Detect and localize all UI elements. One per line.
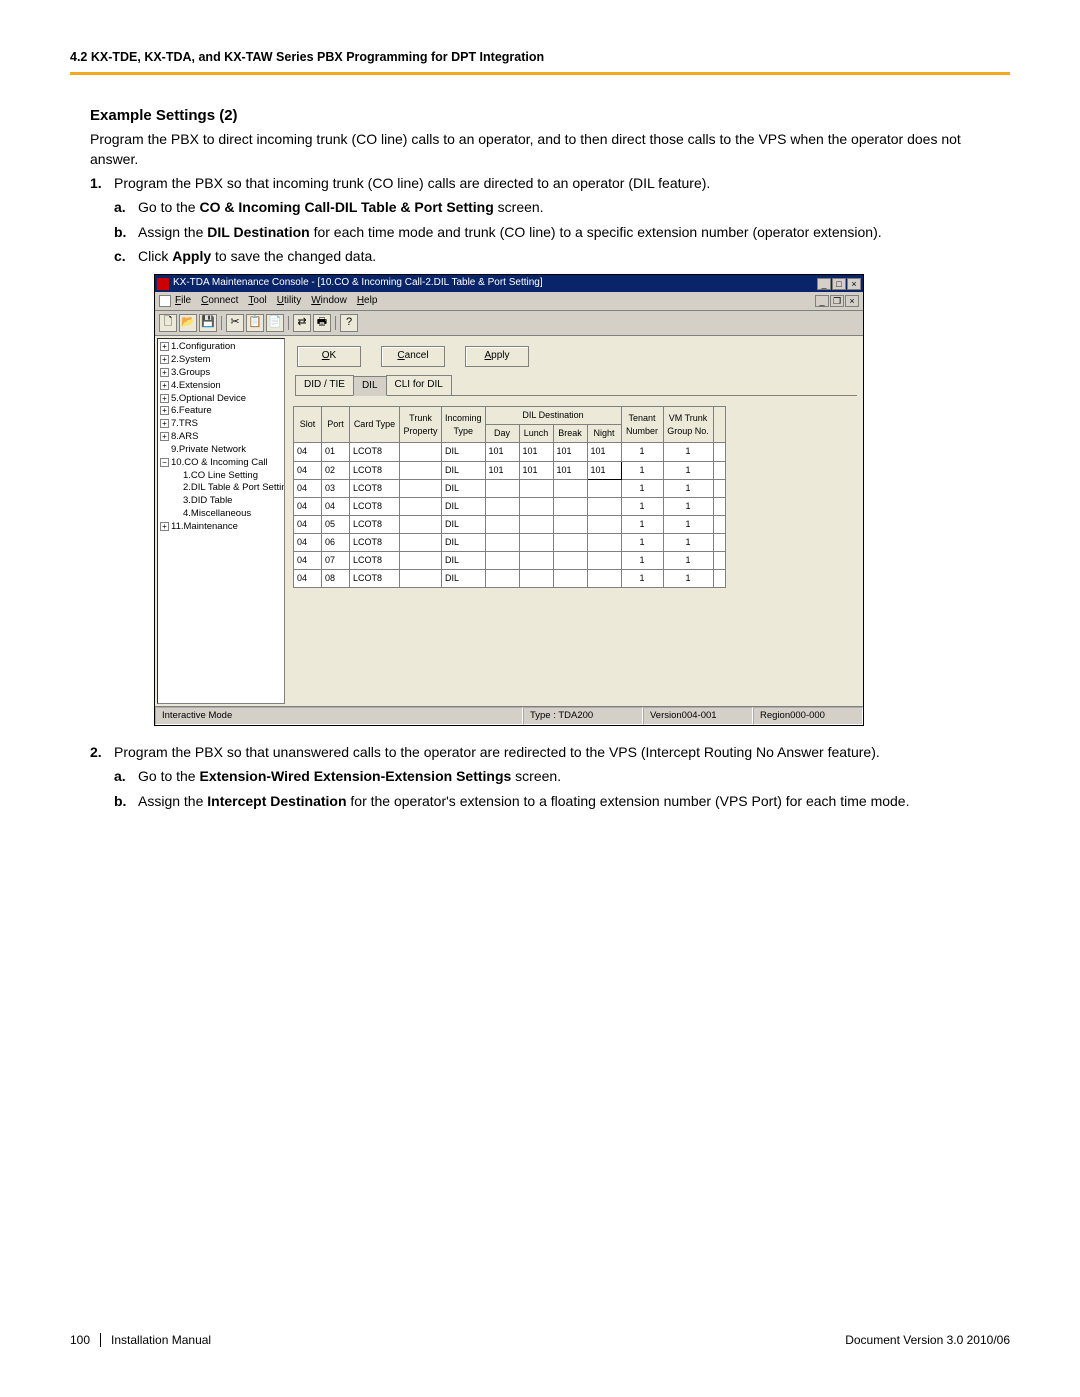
tree-1-configuration[interactable]: +1.Configuration: [160, 341, 282, 354]
table-row[interactable]: 0401LCOT8DIL10110110110111: [294, 443, 726, 461]
app-icon: [157, 278, 169, 290]
print-icon[interactable]: 🖶: [313, 314, 331, 332]
header-rule: [70, 72, 1010, 75]
mdi-restore-button[interactable]: ❐: [830, 295, 844, 307]
tree-3-did-table[interactable]: 3.DID Table: [160, 495, 282, 508]
page-footer: 100 Installation Manual Document Version…: [70, 1333, 1010, 1347]
menu-utility[interactable]: Utility: [277, 294, 301, 309]
save-icon[interactable]: 💾: [199, 314, 217, 332]
tree-5-optional-device[interactable]: +5.Optional Device: [160, 393, 282, 406]
tab-row: DID / TIEDILCLI for DIL: [295, 375, 857, 397]
menu-window[interactable]: Window: [311, 294, 347, 309]
step1-text: Program the PBX so that incoming trunk (…: [114, 175, 710, 191]
tree-6-feature[interactable]: +6.Feature: [160, 405, 282, 418]
step1c: c. Click Apply to save the changed data.: [114, 246, 990, 266]
tree-4-extension[interactable]: +4.Extension: [160, 380, 282, 393]
tab-cli-for-dil[interactable]: CLI for DIL: [386, 375, 452, 396]
toolbar: 🗋 📂 💾 ✂ 📋 📄 ⇄ 🖶 ?: [155, 311, 863, 336]
step-2: 2. Program the PBX so that unanswered ca…: [90, 742, 990, 815]
cancel-button[interactable]: Cancel: [381, 346, 445, 367]
dil-table[interactable]: SlotPortCard TypeTrunk PropertyIncoming …: [293, 406, 726, 587]
main-pane: OK Cancel Apply DID / TIEDILCLI for DIL …: [287, 336, 863, 706]
ok-button[interactable]: OK: [297, 346, 361, 367]
statusbar: Interactive Mode Type : TDA200 Version00…: [155, 706, 863, 725]
tree-11-maintenance[interactable]: +11.Maintenance: [160, 521, 282, 534]
table-row[interactable]: 0403LCOT8DIL11: [294, 479, 726, 497]
mdi-close-button[interactable]: ×: [845, 295, 859, 307]
table-row[interactable]: 0404LCOT8DIL11: [294, 497, 726, 515]
tree-2-dil-table-port-setting[interactable]: 2.DIL Table & Port Setting: [160, 482, 282, 495]
table-row[interactable]: 0408LCOT8DIL11: [294, 569, 726, 587]
menu-connect[interactable]: Connect: [201, 294, 238, 309]
maximize-button[interactable]: □: [832, 278, 846, 290]
page-number: 100: [70, 1333, 101, 1347]
page-header: 4.2 KX-TDE, KX-TDA, and KX-TAW Series PB…: [70, 50, 1010, 72]
tree-7-trs[interactable]: +7.TRS: [160, 418, 282, 431]
close-button[interactable]: ×: [847, 278, 861, 290]
nav-tree[interactable]: +1.Configuration+2.System+3.Groups+4.Ext…: [157, 338, 285, 704]
table-row[interactable]: 0405LCOT8DIL11: [294, 515, 726, 533]
connect-icon[interactable]: ⇄: [293, 314, 311, 332]
table-row[interactable]: 0406LCOT8DIL11: [294, 533, 726, 551]
manual-name: Installation Manual: [111, 1333, 211, 1347]
minimize-button[interactable]: _: [817, 278, 831, 290]
menu-tool[interactable]: Tool: [248, 294, 266, 309]
help-icon[interactable]: ?: [340, 314, 358, 332]
step2-text: Program the PBX so that unanswered calls…: [114, 744, 880, 760]
mdi-doc-icon: [159, 295, 171, 307]
step-1: 1. Program the PBX so that incoming trun…: [90, 173, 990, 738]
section-title: Example Settings (2): [90, 107, 990, 124]
copy-icon[interactable]: 📋: [246, 314, 264, 332]
status-region: Region000-000: [753, 707, 863, 725]
tab-did-tie[interactable]: DID / TIE: [295, 375, 354, 396]
status-version: Version004-001: [643, 707, 753, 725]
table-row[interactable]: 0402LCOT8DIL10110110110111: [294, 461, 726, 479]
tree-3-groups[interactable]: +3.Groups: [160, 367, 282, 380]
apply-button[interactable]: Apply: [465, 346, 529, 367]
section-intro: Program the PBX to direct incoming trunk…: [90, 130, 990, 169]
tree-8-ars[interactable]: +8.ARS: [160, 431, 282, 444]
menu-file[interactable]: File: [175, 294, 191, 309]
tree-9-private-network[interactable]: 9.Private Network: [160, 444, 282, 457]
menubar: File Connect Tool Utility Window Help _ ❐ ×: [155, 292, 863, 312]
tree-10-co-incoming-call[interactable]: −10.CO & Incoming Call: [160, 457, 282, 470]
menu-help[interactable]: Help: [357, 294, 378, 309]
window-title: KX-TDA Maintenance Console - [10.CO & In…: [173, 276, 817, 291]
maintenance-console-window: KX-TDA Maintenance Console - [10.CO & In…: [154, 274, 864, 726]
new-icon[interactable]: 🗋: [159, 314, 177, 332]
step1a: a. Go to the CO & Incoming Call-DIL Tabl…: [114, 197, 990, 217]
tree-2-system[interactable]: +2.System: [160, 354, 282, 367]
cut-icon[interactable]: ✂: [226, 314, 244, 332]
step2a: a. Go to the Extension-Wired Extension-E…: [114, 766, 990, 786]
window-titlebar[interactable]: KX-TDA Maintenance Console - [10.CO & In…: [155, 275, 863, 292]
step1b: b. Assign the DIL Destination for each t…: [114, 222, 990, 242]
tree-4-miscellaneous[interactable]: 4.Miscellaneous: [160, 508, 282, 521]
tab-dil[interactable]: DIL: [353, 376, 387, 397]
status-mode: Interactive Mode: [155, 707, 523, 725]
table-row[interactable]: 0407LCOT8DIL11: [294, 551, 726, 569]
step2b: b. Assign the Intercept Destination for …: [114, 791, 990, 811]
status-type: Type : TDA200: [523, 707, 643, 725]
tree-1-co-line-setting[interactable]: 1.CO Line Setting: [160, 470, 282, 483]
paste-icon[interactable]: 📄: [266, 314, 284, 332]
mdi-minimize-button[interactable]: _: [815, 295, 829, 307]
open-icon[interactable]: 📂: [179, 314, 197, 332]
doc-version: Document Version 3.0 2010/06: [845, 1333, 1010, 1347]
